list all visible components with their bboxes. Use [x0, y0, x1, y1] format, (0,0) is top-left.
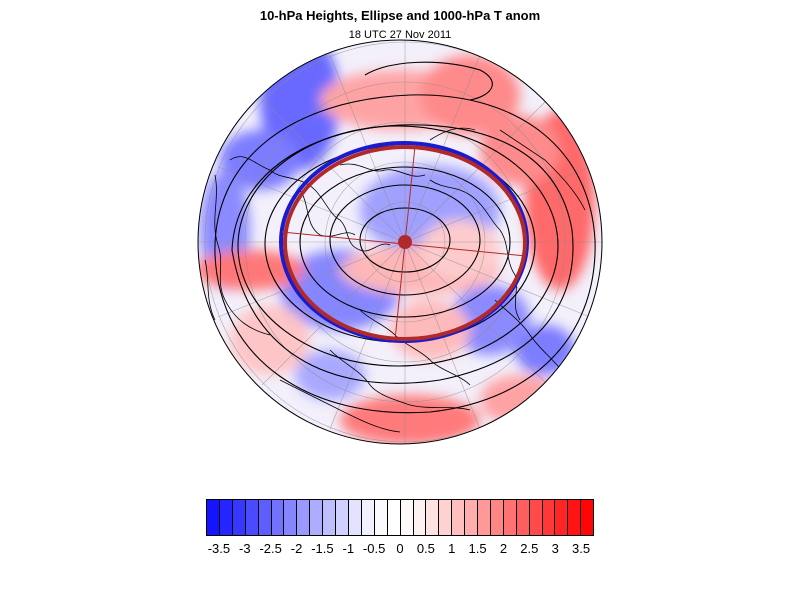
colorbar-tick-label: -0.5	[362, 541, 386, 556]
colorbar-swatch	[232, 500, 246, 535]
colorbar-swatch	[452, 500, 466, 535]
colorbar-swatch	[439, 500, 453, 535]
vortex-centroid-marker	[398, 235, 412, 249]
colorbar-tick-label: 3	[551, 541, 559, 556]
colorbar-tick-label: 0	[396, 541, 404, 556]
colorbar-swatch	[387, 500, 401, 535]
colorbar-swatch	[400, 500, 414, 535]
ellipse-outer-ring	[279, 141, 529, 343]
colorbar-swatch	[529, 500, 543, 535]
colorbar-tick-label: 3.5	[572, 541, 591, 556]
colorbar-swatch	[581, 500, 594, 535]
colorbar-tick-label: 0.5	[416, 541, 435, 556]
colorbar	[206, 499, 594, 536]
colorbar-labels: -3.5 -3 -2.5 -2 -1.5 -1 -0.5 0 0.5 1 1.5 2 2.5 3 3.5	[0, 541, 800, 561]
colorbar-swatch	[465, 500, 479, 535]
colorbar-tick-label: 2	[499, 541, 508, 556]
colorbar-swatch	[297, 500, 311, 535]
colorbar-swatch	[478, 500, 491, 535]
colorbar-swatch	[310, 500, 324, 535]
globe-outline	[197, 39, 603, 445]
colorbar-swatch	[542, 500, 556, 535]
colorbar-swatch	[258, 500, 272, 535]
colorbar-swatch	[207, 500, 220, 535]
height-contours	[214, 61, 596, 414]
vortex-ellipse	[279, 141, 529, 343]
colorbar-swatch	[374, 500, 388, 535]
colorbar-swatch	[568, 500, 582, 535]
colorbar-tick-label: -2	[290, 541, 303, 556]
colorbar-swatch	[219, 500, 233, 535]
colorbar-swatch	[426, 500, 440, 535]
map-title: 10-hPa Heights, Ellipse and 1000-hPa T a…	[259, 8, 541, 23]
colorbar-swatch	[555, 500, 569, 535]
colorbar-swatch	[361, 500, 375, 535]
colorbar-tick-label: -1	[342, 541, 355, 556]
colorbar-swatch	[245, 500, 259, 535]
colorbar-swatch	[516, 500, 530, 535]
colorbar-tick-label: -3.5	[207, 541, 231, 556]
colorbar-swatch	[490, 500, 504, 535]
colorbar-swatch	[323, 500, 337, 535]
colorbar-tick-label: 1	[448, 541, 456, 556]
colorbar-swatch	[503, 500, 517, 535]
colorbar-swatch	[348, 500, 362, 535]
colorbar-swatch	[284, 500, 298, 535]
map-subtitle: 18 UTC 27 Nov 2011	[348, 29, 452, 41]
ellipse-inner-ring	[283, 145, 527, 341]
temperature-anomaly-field	[198, 40, 595, 444]
colorbar-tick-label: 1.5	[468, 541, 487, 556]
colorbar-swatch	[336, 500, 349, 535]
colorbar-swatch	[413, 500, 427, 535]
colorbar-swatch	[271, 500, 285, 535]
colorbar-tick-label: 2.5	[520, 541, 539, 556]
colorbar-tick-label: -2.5	[259, 541, 282, 556]
colorbar-tick-label: -1.5	[311, 541, 334, 556]
colorbar-tick-label: -3	[239, 541, 251, 556]
